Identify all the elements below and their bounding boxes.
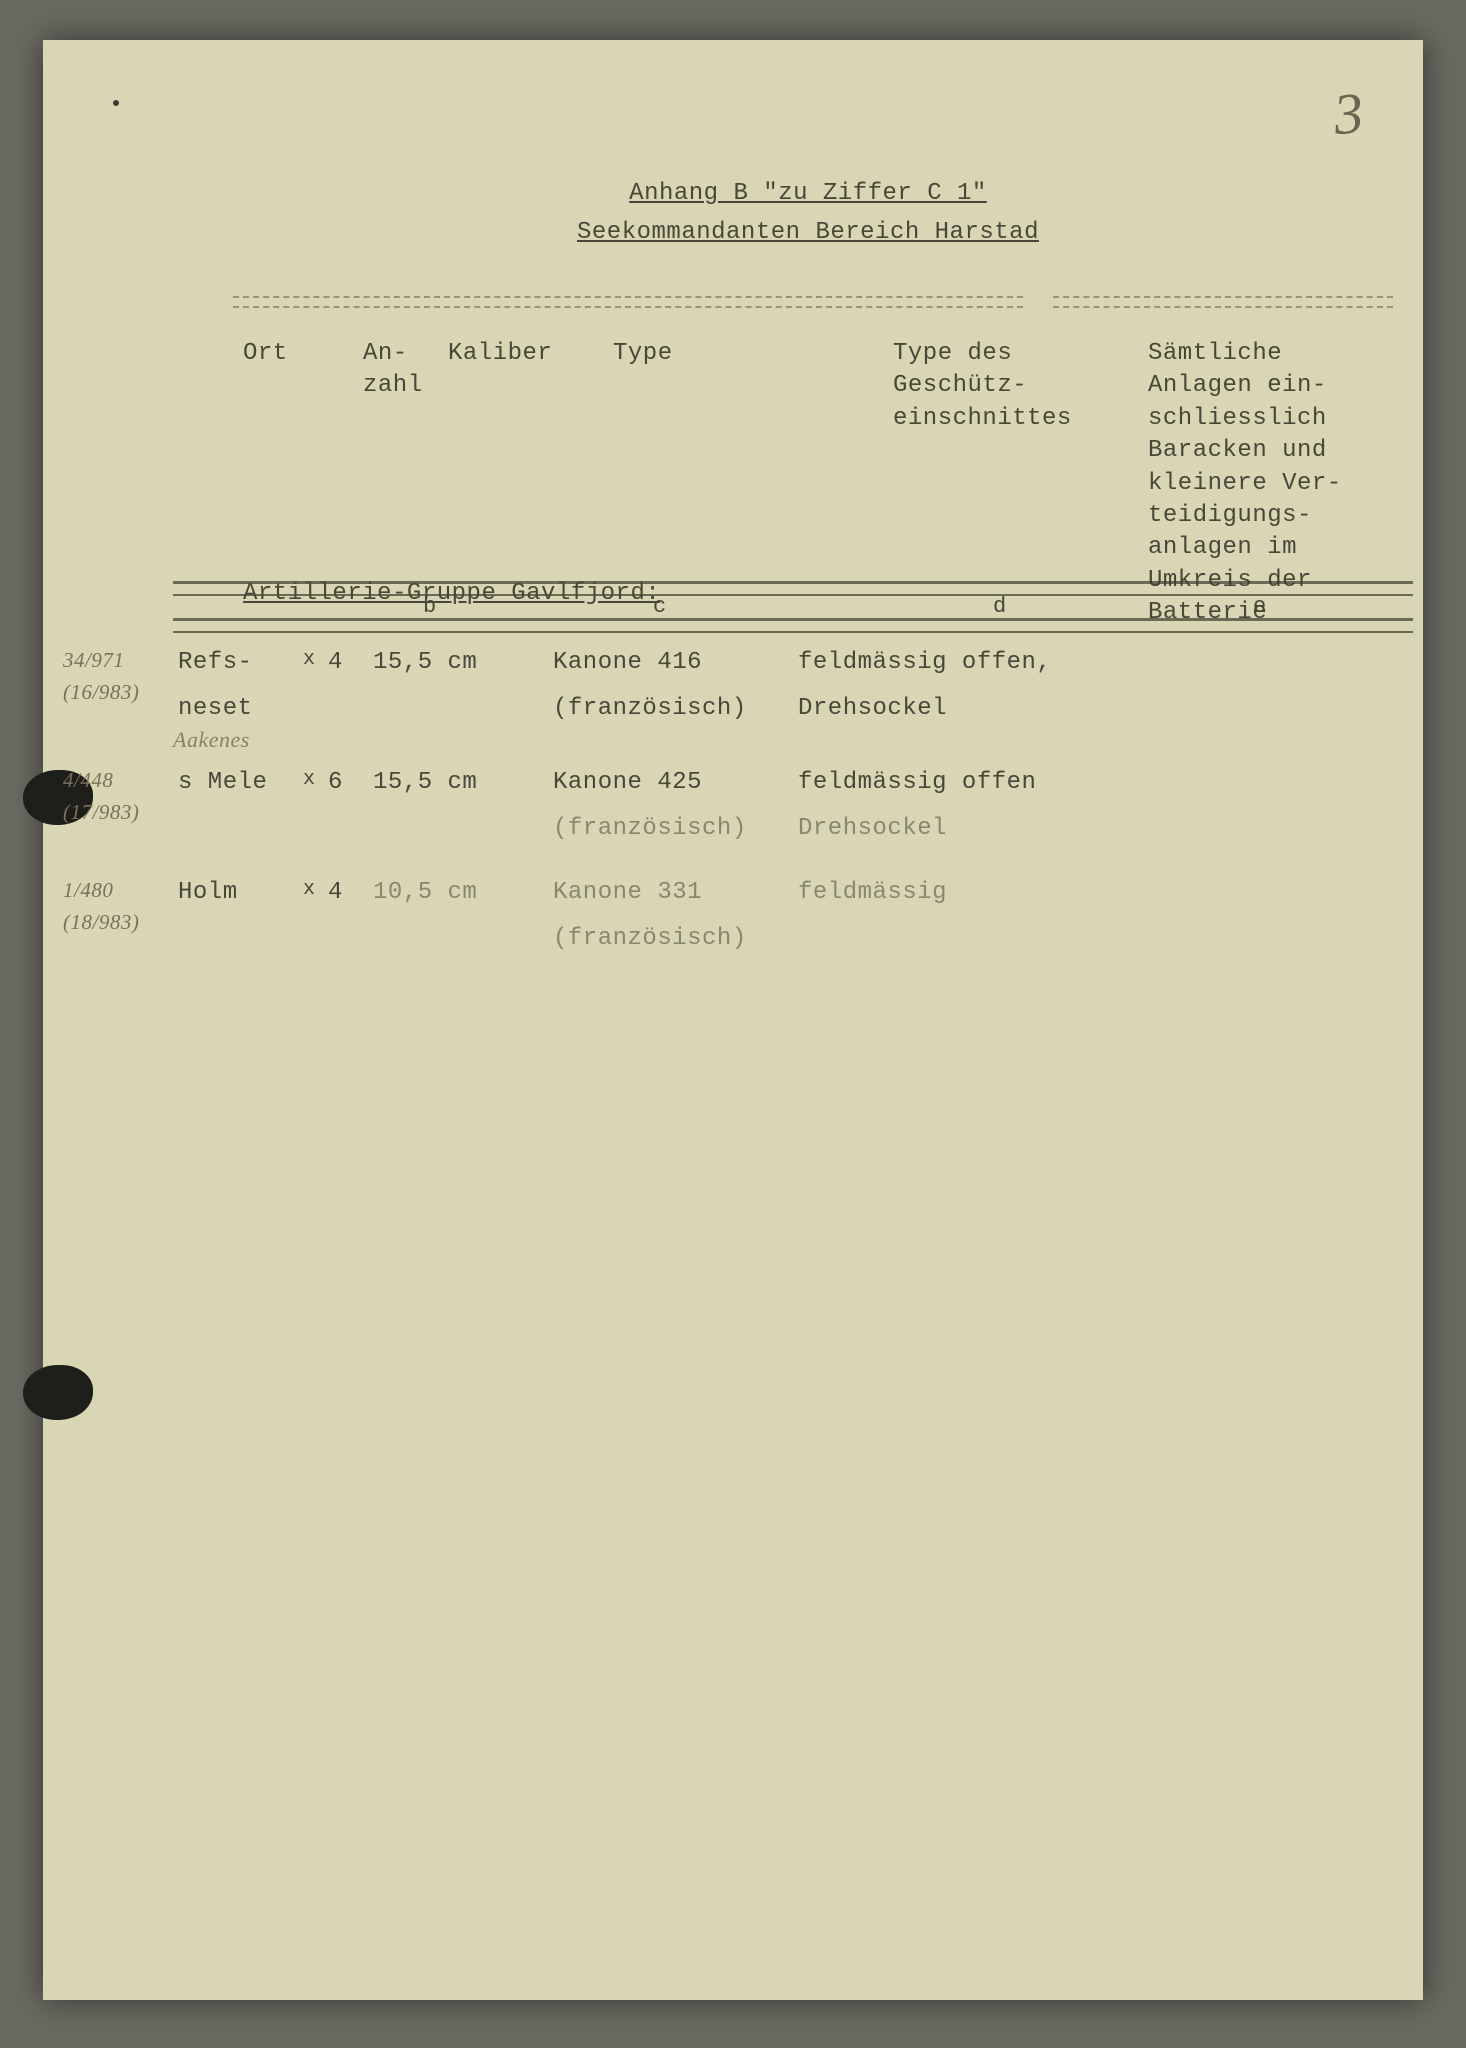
- margin-annotation: 1/480 (18/983): [63, 875, 139, 938]
- cell-type2: (französisch): [553, 691, 747, 727]
- title-text-2: Seekommandanten Bereich Harstad: [577, 219, 1039, 246]
- title-text-1: Anhang B "zu Ziffer C 1": [629, 180, 987, 207]
- col-header-anzahl: An- zahl: [363, 338, 423, 403]
- text: Baracken und: [1148, 437, 1327, 464]
- cell-anzahl: 4: [328, 875, 343, 911]
- cell-type: Kanone 425: [553, 765, 702, 801]
- cell-type2: (französisch): [553, 921, 747, 957]
- cell-kaliber: 10,5 cm: [373, 875, 477, 911]
- text: Anlagen ein-: [1148, 372, 1327, 399]
- cell-anzahl: 6: [328, 765, 343, 801]
- handwritten-note: Aakenes: [173, 723, 250, 756]
- table-header: Ort An- zahl Kaliber Type Type des Gesch…: [233, 296, 1383, 626]
- text: Geschütz-: [893, 372, 1027, 399]
- rule-line: [233, 306, 1023, 308]
- cell-type: Kanone 416: [553, 645, 702, 681]
- artifact-dot: [113, 100, 119, 106]
- cell-mark: x: [303, 765, 316, 795]
- cell-type2: (französisch): [553, 811, 747, 847]
- cell-mark: x: [303, 875, 316, 905]
- rule-line: [1053, 296, 1393, 298]
- text: anlagen im: [1148, 534, 1297, 561]
- text: einschnittes: [893, 405, 1072, 432]
- text: (17/983): [63, 800, 139, 824]
- cell-desc: feldmässig: [798, 875, 947, 911]
- text: Sämtliche: [1148, 340, 1282, 367]
- cell-kaliber: 15,5 cm: [373, 645, 477, 681]
- col-header-type: Type: [613, 338, 673, 370]
- text: kleinere Ver-: [1148, 470, 1342, 497]
- text: 4/448: [63, 768, 113, 792]
- punch-hole-icon: [23, 1365, 93, 1420]
- page-number-handwritten: 3: [1331, 79, 1366, 148]
- cell-kaliber: 15,5 cm: [373, 765, 477, 801]
- cell-desc: feldmässig offen,: [798, 645, 1051, 681]
- scanned-page: 3 Anhang B "zu Ziffer C 1" Seekommandant…: [43, 40, 1423, 2000]
- col-letter-e: e: [1253, 594, 1267, 619]
- col-header-type-des: Type des Geschütz- einschnittes: [893, 338, 1072, 435]
- cell-type: Kanone 331: [553, 875, 702, 911]
- text: teidigungs-: [1148, 502, 1312, 529]
- col-header-ort: Ort: [243, 338, 288, 370]
- cell-desc: feldmässig offen: [798, 765, 1036, 801]
- table-body: Artillerie-Gruppe Gavlfjord: 34/971 (16/…: [133, 580, 1233, 979]
- text: (18/983): [63, 910, 139, 934]
- title-line-2: Seekommandanten Bereich Harstad: [233, 219, 1383, 246]
- col-header-kaliber: Kaliber: [448, 338, 552, 370]
- cell-ort: Refs-: [178, 645, 253, 681]
- cell-anzahl: 4: [328, 645, 343, 681]
- cell-desc2: Drehsockel: [798, 691, 947, 727]
- text: 1/480: [63, 878, 113, 902]
- text: schliesslich: [1148, 405, 1327, 432]
- text: zahl: [363, 372, 423, 399]
- group-title: Artillerie-Gruppe Gavlfjord:: [243, 580, 1233, 607]
- cell-desc2: Drehsockel: [798, 811, 947, 847]
- cell-ort: Holm: [178, 875, 238, 911]
- table-row: 4/448 (17/983) s Mele x 6 15,5 cm Kanone…: [133, 765, 1233, 865]
- cell-ort: s Mele: [178, 765, 267, 801]
- title-line-1: Anhang B "zu Ziffer C 1": [233, 180, 1383, 207]
- rule-line: [233, 296, 1023, 298]
- text: (16/983): [63, 680, 139, 704]
- text: Type des: [893, 340, 1012, 367]
- document-content: Anhang B "zu Ziffer C 1" Seekommandanten…: [233, 180, 1383, 626]
- cell-mark: x: [303, 645, 316, 675]
- table-row: 34/971 (16/983) Refs- neset Aakenes x 4 …: [133, 645, 1233, 745]
- table-row: 1/480 (18/983) Holm x 4 10,5 cm Kanone 3…: [133, 875, 1233, 975]
- margin-annotation: 4/448 (17/983): [63, 765, 139, 828]
- cell-ort2: neset: [178, 691, 253, 727]
- text: An-: [363, 340, 408, 367]
- margin-annotation: 34/971 (16/983): [63, 645, 139, 708]
- text: 34/971: [63, 648, 124, 672]
- rule-line: [1053, 306, 1393, 308]
